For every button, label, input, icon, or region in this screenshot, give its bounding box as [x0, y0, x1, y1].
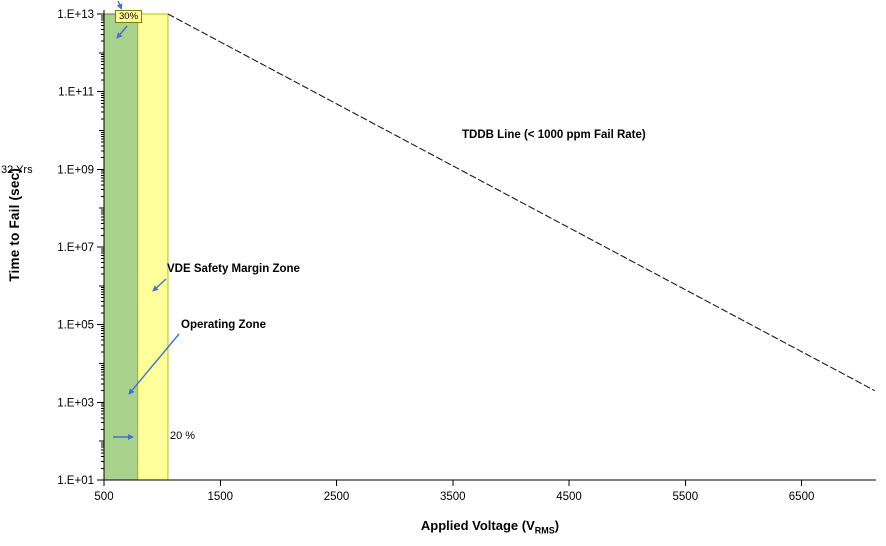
zones-layer: [103, 13, 169, 481]
zone-operating-zone: [103, 13, 139, 481]
tddb-line-layer: [167, 13, 876, 392]
annotation-vde-zone-label: VDE Safety Margin Zone: [167, 263, 300, 275]
annotation-operating-zone-label: Operating Zone: [181, 319, 266, 331]
svg-text:6500: 6500: [789, 491, 815, 503]
svg-text:1.E+05: 1.E+05: [57, 320, 94, 332]
x-axis-title: Applied Voltage (VRMS): [104, 518, 876, 536]
svg-text:3500: 3500: [440, 491, 466, 503]
arrow-30pct-top-icon: [116, 0, 123, 10]
annotation-32yrs: 32 Yrs: [1, 164, 33, 176]
svg-text:500: 500: [94, 491, 113, 503]
tddb-line: [167, 13, 876, 392]
annotation-arrows-layer: [113, 0, 180, 440]
svg-text:1.E+09: 1.E+09: [57, 164, 94, 176]
svg-text:2500: 2500: [324, 491, 350, 503]
arrow-30pct-bottom-icon: [116, 25, 128, 39]
zone-vde-safety-margin-zone: [137, 13, 169, 481]
annotation-30pct: 30%: [115, 10, 143, 23]
x-axis-title-subscript: RMS: [534, 525, 555, 536]
y-axis-title: Time to Fail (sec): [7, 168, 22, 282]
svg-text:4500: 4500: [556, 491, 582, 503]
svg-text:1.E+07: 1.E+07: [57, 242, 94, 254]
x-axis-title-text: Applied Voltage (V: [420, 518, 535, 533]
svg-text:1.E+11: 1.E+11: [58, 87, 94, 99]
svg-text:1500: 1500: [207, 491, 233, 503]
arrow-vde-zone-icon: [152, 278, 167, 292]
svg-text:1.E+01: 1.E+01: [57, 475, 94, 487]
svg-text:1.E+13: 1.E+13: [57, 9, 94, 21]
annotation-tddb-line-label: TDDB Line (< 1000 ppm Fail Rate): [462, 129, 646, 141]
axes-layer: 500 1500 2500 3500 4500 5500 6500 1.E+13 1.E+11 1…: [57, 9, 876, 503]
arrow-operating-zone-icon: [128, 333, 180, 395]
svg-text:5500: 5500: [673, 491, 699, 503]
x-axis-title-suffix: ): [554, 518, 560, 533]
annotation-20pct: 20 %: [170, 430, 196, 442]
svg-text:1.E+03: 1.E+03: [57, 397, 94, 409]
